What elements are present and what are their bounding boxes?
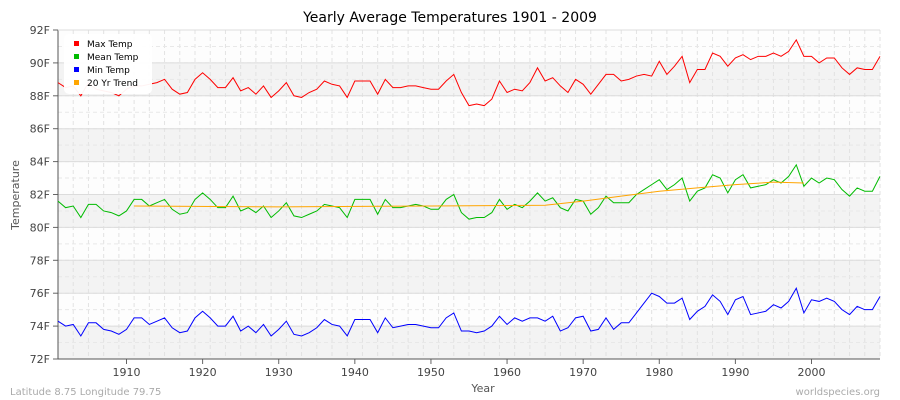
max-temp-line bbox=[57, 38, 881, 107]
x-tick-label: 1920 bbox=[189, 366, 217, 379]
y-tick-label: 84F bbox=[30, 156, 50, 169]
x-tick-label: 1910 bbox=[113, 366, 141, 379]
x-axis-label: Year bbox=[470, 382, 495, 395]
x-tick-label: 1970 bbox=[569, 366, 597, 379]
x-tick-label: 1980 bbox=[645, 366, 673, 379]
legend-box bbox=[64, 34, 152, 94]
x-tick-label: 1940 bbox=[341, 366, 369, 379]
x-tick-label: 1950 bbox=[417, 366, 445, 379]
source-label: worldspecies.org bbox=[796, 387, 880, 398]
y-tick-label: 80F bbox=[30, 221, 50, 234]
y-tick-label: 92F bbox=[30, 24, 50, 37]
location-label: Latitude 8.75 Longitude 79.75 bbox=[10, 387, 161, 398]
legend-label: Max Temp bbox=[87, 40, 133, 50]
mean-temp-line bbox=[57, 163, 881, 220]
legend-label: Mean Temp bbox=[87, 53, 139, 63]
y-tick-label: 90F bbox=[30, 57, 50, 70]
legend-swatch bbox=[74, 67, 79, 72]
x-tick-label: 2000 bbox=[798, 366, 826, 379]
20-yr-trend-line bbox=[134, 181, 804, 208]
y-tick-label: 82F bbox=[30, 189, 50, 202]
y-tick-label: 74F bbox=[30, 320, 50, 333]
chart-title: Yearly Average Temperatures 1901 - 2009 bbox=[302, 10, 597, 26]
legend-swatch bbox=[74, 54, 79, 59]
x-tick-label: 1930 bbox=[265, 366, 293, 379]
legend-label: 20 Yr Trend bbox=[87, 79, 138, 89]
y-tick-label: 86F bbox=[30, 123, 50, 136]
y-tick-label: 72F bbox=[30, 353, 50, 366]
y-axis-label: Temperature bbox=[9, 160, 22, 231]
y-tick-label: 78F bbox=[30, 254, 50, 267]
y-tick-label: 88F bbox=[30, 90, 50, 103]
y-tick-label: 76F bbox=[30, 287, 50, 300]
min-temp-line bbox=[57, 287, 881, 337]
legend-swatch bbox=[74, 80, 79, 85]
x-tick-label: 1990 bbox=[721, 366, 749, 379]
x-tick-label: 1960 bbox=[493, 366, 521, 379]
legend-swatch bbox=[74, 41, 79, 46]
legend-label: Min Temp bbox=[87, 66, 130, 76]
legend: Max Temp Mean Temp Min Temp 20 Yr Trend bbox=[64, 34, 152, 94]
